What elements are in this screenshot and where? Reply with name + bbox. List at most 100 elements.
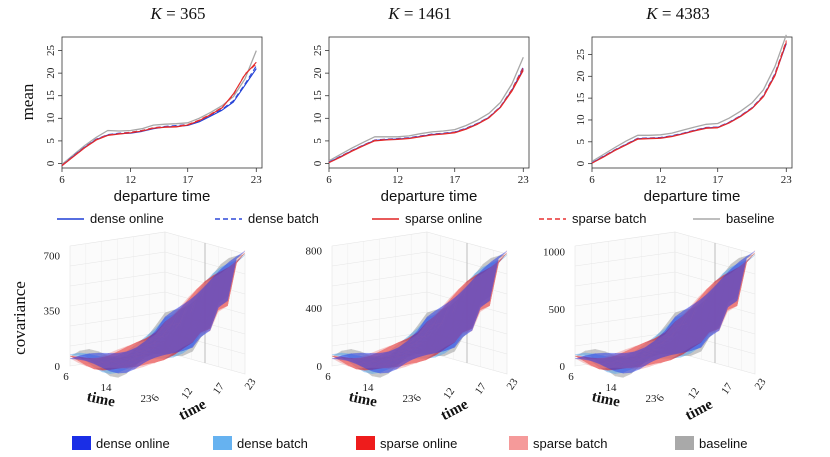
grid-line: [331, 251, 508, 275]
surface-legend-item: dense batch: [213, 436, 308, 451]
surface-legend-item: dense online: [72, 436, 170, 451]
y-tick-label: 17: [473, 381, 489, 397]
y-tick-label: 20: [575, 70, 587, 82]
z-tick-label: 0: [560, 361, 566, 373]
panel-title: K = 365: [150, 4, 206, 23]
surface-cell: [640, 362, 660, 368]
covariance-panel-2: 0 400 800 6 14 23 time 6 12 17 23 time: [306, 231, 521, 424]
plot-frame: [328, 36, 530, 169]
y-axis-label: time: [438, 396, 471, 424]
y-tick-label: 12: [179, 386, 195, 402]
y-tick-label: 25: [45, 45, 57, 57]
series-line-baseline: [591, 34, 787, 162]
y-tick-label: 17: [211, 381, 227, 397]
series-line-sparse-batch: [591, 40, 787, 164]
covariance-panel-1: 0 350 700 6 14 23 time 6 12 17 23 time covariance: [10, 231, 259, 424]
y-tick-label: 12: [441, 386, 457, 402]
surface-cell: [227, 250, 246, 301]
y-tick-label: 17: [719, 381, 735, 397]
covariance-panel-3: 0 500 1000 6 14 23 time 6 12 17 23 time: [543, 231, 769, 424]
y-tick-label: 15: [575, 92, 587, 104]
x-tick-label: 14: [101, 382, 113, 394]
surface-cell: [652, 358, 672, 364]
y-axis-label: mean: [18, 83, 37, 120]
x-tick-label: 6: [325, 371, 331, 383]
x-tick-label: 6: [568, 371, 574, 383]
series-line-sparse-batch: [328, 67, 524, 164]
y-tick-label: 23: [242, 376, 258, 392]
z-tick-label: 700: [44, 250, 61, 262]
z-tick-label: 0: [55, 361, 61, 373]
mean-panel-3: K = 4383 0 5 10 15 20 25 6 12 17 23 departure time: [575, 4, 793, 205]
legend-swatch-box: [356, 436, 375, 450]
legend-label: dense batch: [237, 436, 308, 451]
x-tick-label: 23: [646, 393, 658, 405]
x-tick-label: 14: [363, 382, 375, 394]
plot-frame: [591, 36, 793, 169]
x-axis-label: departure time: [644, 188, 741, 205]
surface-cell: [614, 348, 634, 354]
y-tick-label: 0: [45, 160, 57, 166]
y-tick-label: 23: [504, 376, 520, 392]
surface-cell: [397, 362, 416, 368]
surface-legend-item: baseline: [675, 436, 747, 451]
surface-cell: [406, 357, 425, 366]
surface-cell: [147, 356, 166, 362]
y-tick-label: 12: [686, 386, 702, 402]
surface-cell: [489, 252, 508, 306]
surface-cell: [408, 358, 427, 364]
series-line-baseline: [328, 57, 524, 162]
legend-swatch-box: [675, 436, 694, 450]
x-axis-label: time: [590, 389, 621, 411]
series-line-sparse-online: [61, 61, 257, 167]
y-tick-label: 15: [45, 90, 57, 102]
x-tick-label: 23: [518, 174, 530, 186]
z-axis-label: covariance: [10, 281, 29, 355]
x-axis-label: departure time: [381, 188, 478, 205]
x-tick-label: 23: [251, 174, 263, 186]
plot-frame: [61, 36, 263, 169]
z-tick-label: 400: [306, 303, 323, 315]
surface-cell: [638, 360, 658, 370]
x-axis-label: time: [85, 389, 116, 411]
x-tick-label: 12: [655, 174, 666, 186]
surface-legend-item: sparse online: [356, 436, 457, 451]
line-legend-item: dense online: [57, 211, 164, 226]
panel-title: K = 1461: [387, 4, 451, 23]
surface-cell: [650, 357, 670, 366]
y-tick-label: 15: [312, 90, 324, 102]
y-tick-label: 0: [312, 160, 324, 166]
y-tick-label: 5: [45, 138, 57, 144]
surface-cell: [624, 346, 644, 350]
legend-label: dense online: [90, 211, 164, 226]
surface-cell: [135, 362, 154, 368]
y-tick-label: 20: [45, 67, 57, 79]
legend-swatch-box: [213, 436, 232, 450]
line-legend-item: sparse online: [372, 211, 482, 226]
surface-cell: [144, 357, 163, 366]
x-axis-label: departure time: [114, 188, 211, 205]
surface-cell: [718, 305, 738, 331]
z-tick-label: 350: [44, 306, 61, 318]
surface-dense-online: [331, 250, 508, 374]
legend-label: dense online: [96, 436, 170, 451]
y-tick-label: 0: [575, 160, 587, 166]
x-tick-label: 6: [589, 174, 595, 186]
surface-cell: [489, 250, 508, 301]
surface-dense-online: [574, 250, 756, 374]
series-line-dense-batch: [61, 65, 257, 166]
surface-cell: [369, 348, 388, 354]
surface-cell: [736, 252, 756, 306]
surface-cell: [133, 360, 152, 370]
series-line-dense-online: [61, 68, 257, 167]
y-tick-label: 23: [752, 376, 768, 392]
surface-cell: [227, 252, 246, 306]
x-tick-label: 6: [326, 174, 332, 186]
x-tick-label: 12: [125, 174, 136, 186]
surface-cell: [471, 305, 490, 331]
y-axis-label: time: [683, 396, 716, 424]
x-tick-label: 23: [781, 174, 793, 186]
y-tick-label: 10: [45, 112, 57, 124]
grid-line: [69, 251, 246, 275]
